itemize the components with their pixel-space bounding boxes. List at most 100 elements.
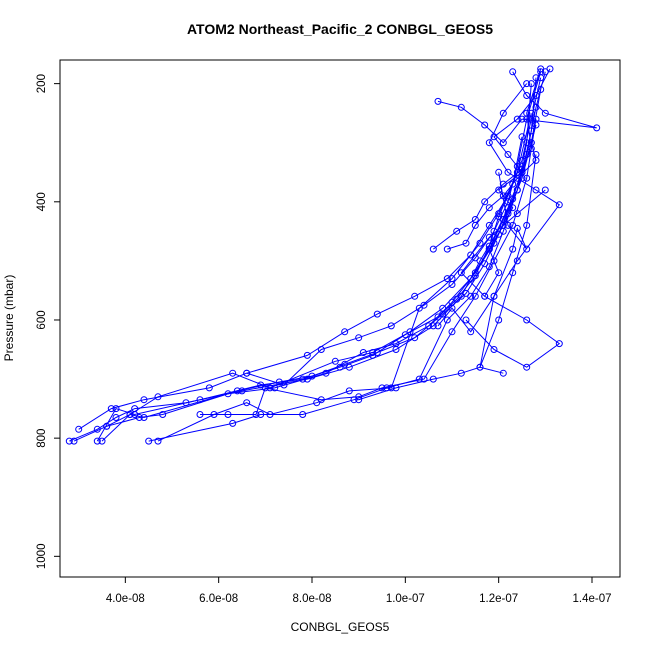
data-point (387, 384, 395, 392)
data-point (513, 210, 521, 218)
data-point (485, 204, 493, 212)
series-15 (476, 168, 531, 377)
data-point (471, 221, 479, 229)
x-tick-label: 6.0e-08 (199, 593, 238, 605)
data-point (495, 168, 503, 176)
data-point (392, 384, 400, 392)
data-point (359, 349, 367, 356)
x-axis: 4.0e-08 6.0e-08 8.0e-08 1.0e-07 1.2e-07 1.4e-… (106, 577, 612, 605)
data-point (429, 245, 437, 253)
series-line (78, 71, 542, 430)
data-point (355, 396, 363, 404)
data-point (429, 375, 437, 383)
data-point (499, 369, 507, 377)
y-tick-label: 800 (36, 429, 48, 448)
series-line (432, 68, 542, 250)
data-point (518, 156, 526, 164)
data-point (523, 363, 531, 371)
data-point (107, 405, 115, 413)
data-point (504, 151, 512, 158)
data-point (485, 139, 493, 147)
data-point (490, 346, 498, 353)
series-line (106, 71, 546, 427)
data-point (271, 384, 279, 392)
series-line (437, 71, 597, 144)
data-point (154, 437, 162, 445)
data-point (243, 399, 251, 407)
data-point (93, 437, 101, 445)
data-point (112, 414, 120, 421)
x-axis-label: CONBGL_GEOS5 (291, 620, 390, 634)
data-point (439, 310, 447, 318)
data-point (509, 204, 517, 212)
x-tick-label: 4.0e-08 (106, 593, 145, 605)
data-point (499, 221, 507, 229)
data-point (425, 322, 433, 330)
data-point (457, 369, 465, 377)
data-point (434, 322, 442, 330)
data-point (415, 304, 423, 312)
data-point (411, 334, 419, 342)
data-point (303, 351, 311, 359)
data-point (378, 384, 386, 392)
data-point (373, 310, 381, 318)
data-point (555, 201, 563, 209)
data-point (411, 292, 419, 300)
data-point (140, 396, 148, 404)
data-point (532, 92, 540, 99)
data-point (499, 109, 507, 117)
data-point (518, 165, 526, 173)
data-point (481, 198, 489, 206)
y-tick-label: 200 (36, 74, 48, 93)
data-point (495, 316, 503, 324)
data-point (448, 328, 456, 336)
data-point (476, 363, 484, 371)
data-point (593, 124, 601, 132)
data-point (252, 411, 260, 418)
data-point (537, 65, 545, 73)
series-line (479, 172, 528, 374)
data-point (448, 304, 456, 312)
series-16 (481, 65, 554, 300)
data-point (420, 375, 428, 383)
data-point (373, 349, 381, 356)
data-point (75, 425, 83, 433)
data-point (429, 322, 437, 330)
data-point (504, 192, 512, 200)
data-point (495, 186, 503, 194)
data-point (490, 292, 498, 300)
data-point (345, 387, 353, 395)
data-point (257, 411, 265, 418)
data-point (205, 384, 213, 392)
data-point (457, 269, 465, 277)
series-layer (65, 65, 601, 445)
data-point (509, 180, 517, 188)
data-point (513, 174, 521, 182)
data-point (341, 360, 349, 368)
series-10 (243, 74, 545, 377)
y-tick-label: 1000 (36, 544, 48, 570)
data-point (135, 414, 143, 421)
data-point (523, 245, 531, 253)
data-point (509, 68, 517, 76)
data-point (355, 393, 363, 401)
data-point (513, 257, 521, 265)
data-point (485, 233, 493, 241)
data-point (532, 156, 540, 164)
series-line (200, 119, 537, 415)
data-point (523, 92, 531, 99)
data-point (541, 186, 549, 194)
data-point (224, 390, 232, 398)
series-12 (434, 80, 563, 336)
data-point (490, 257, 498, 265)
data-point (523, 109, 531, 117)
data-point (481, 292, 489, 300)
data-point (471, 269, 479, 277)
data-point (555, 340, 563, 348)
data-point (523, 174, 531, 182)
series-line (246, 77, 542, 374)
data-point (513, 186, 521, 194)
data-point (527, 80, 535, 88)
data-point (65, 437, 73, 445)
